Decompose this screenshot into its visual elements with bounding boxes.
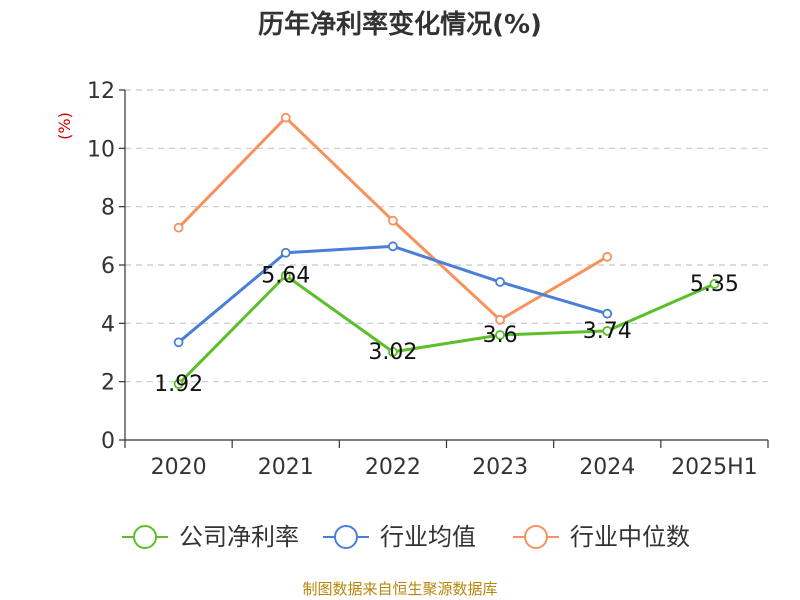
series-0-point-2022 bbox=[388, 347, 398, 357]
series-2-point-2020 bbox=[173, 222, 184, 233]
series-line-0 bbox=[177, 274, 716, 386]
x-tick-label-2023: 2023 bbox=[472, 455, 528, 480]
x-tick-label-2021: 2021 bbox=[258, 455, 314, 480]
series-1-point-2024 bbox=[602, 308, 613, 319]
series-1-point-2021 bbox=[280, 247, 291, 258]
data-label-2023: 3.6 bbox=[483, 323, 518, 348]
x-tick-label-2025H1: 2025H1 bbox=[671, 455, 758, 480]
y-tick-label-2: 4 bbox=[101, 312, 115, 337]
legend: 公司净利率 行业均值 行业中位数 bbox=[122, 523, 690, 551]
data-labels: 1.92 5.64 3.02 3.6 3.74 5.35 bbox=[154, 264, 739, 398]
series-lines bbox=[173, 112, 720, 389]
series-0-point-2024 bbox=[602, 326, 613, 336]
series-1-point-2023 bbox=[495, 277, 505, 287]
series-2-point-2024 bbox=[602, 251, 613, 262]
grid-lines bbox=[125, 89, 768, 383]
series-0-point-2025H1 bbox=[709, 279, 720, 289]
series-1-point-2022 bbox=[388, 241, 398, 252]
y-tick-label-4: 8 bbox=[101, 196, 115, 221]
series-2-point-2021 bbox=[280, 112, 291, 123]
y-tick-labels: 0 2 4 6 8 10 12 bbox=[87, 79, 115, 454]
legend-label-1: 行业均值 bbox=[380, 523, 476, 551]
y-tick-label-0: 0 bbox=[101, 429, 115, 454]
x-tick-label-2024: 2024 bbox=[579, 455, 635, 480]
legend-label-2: 行业中位数 bbox=[570, 523, 690, 551]
data-label-2020: 1.92 bbox=[154, 372, 203, 397]
y-axis-label: (%) bbox=[55, 112, 74, 140]
y-tick-label-1: 2 bbox=[101, 371, 115, 396]
y-tick-label-5: 10 bbox=[87, 137, 115, 162]
data-label-2024: 3.74 bbox=[583, 319, 632, 344]
axes bbox=[119, 89, 769, 448]
data-label-2022: 3.02 bbox=[368, 340, 417, 365]
data-label-2025H1: 5.35 bbox=[690, 272, 739, 297]
legend-marker-1 bbox=[334, 525, 358, 549]
series-1-point-2020 bbox=[173, 337, 184, 348]
legend-label-0: 公司净利率 bbox=[179, 523, 299, 551]
x-tick-label-2020: 2020 bbox=[151, 455, 207, 480]
x-tick-label-2022: 2022 bbox=[365, 455, 421, 480]
y-tick-label-6: 12 bbox=[87, 79, 115, 104]
series-0-point-2023 bbox=[495, 330, 505, 340]
data-label-2021: 5.64 bbox=[261, 264, 310, 289]
series-2-point-2022 bbox=[388, 215, 398, 226]
y-tick-label-3: 6 bbox=[101, 254, 115, 279]
series-line-1 bbox=[177, 244, 608, 344]
series-0-point-2020 bbox=[173, 379, 184, 389]
series-2-point-2023 bbox=[495, 314, 505, 325]
series-0-point-2021 bbox=[280, 270, 291, 281]
chart-title: 历年净利率变化情况(%) bbox=[258, 10, 542, 40]
legend-marker-2 bbox=[524, 525, 548, 549]
source-note: 制图数据来自恒生聚源数据库 bbox=[302, 580, 498, 598]
legend-marker-0 bbox=[133, 525, 157, 549]
x-tick-labels: 2020 2021 2022 2023 2024 2025H1 bbox=[151, 455, 758, 480]
